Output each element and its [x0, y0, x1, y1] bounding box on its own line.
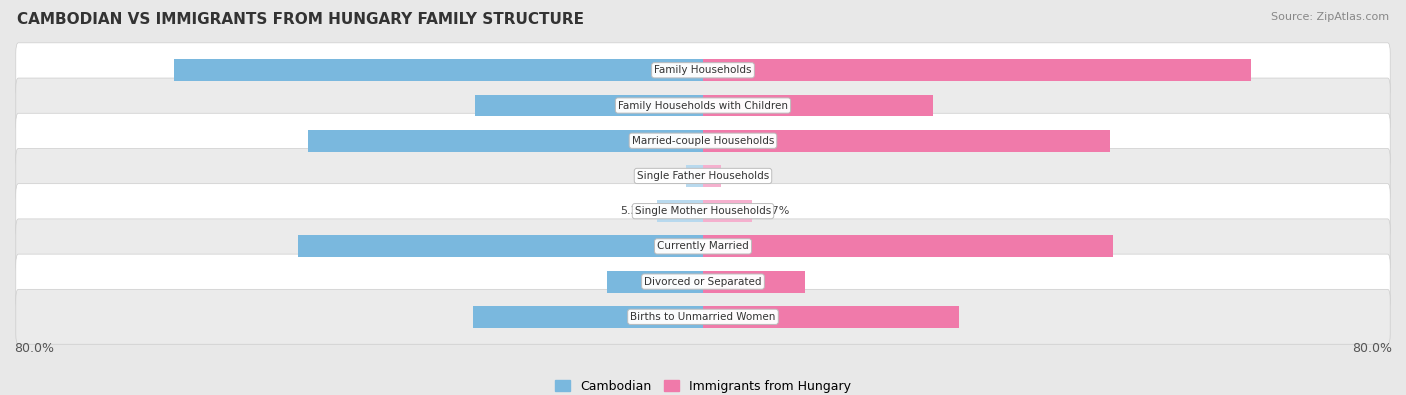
Text: 45.9%: 45.9% — [690, 136, 728, 146]
FancyBboxPatch shape — [15, 78, 1391, 133]
Text: Married-couple Households: Married-couple Households — [631, 136, 775, 146]
Text: Currently Married: Currently Married — [657, 241, 749, 251]
Bar — [658, 200, 703, 222]
Bar — [475, 94, 703, 117]
Bar — [174, 59, 703, 81]
Bar — [703, 235, 1114, 257]
Text: Divorced or Separated: Divorced or Separated — [644, 276, 762, 287]
Legend: Cambodian, Immigrants from Hungary: Cambodian, Immigrants from Hungary — [550, 375, 856, 395]
Text: 29.7%: 29.7% — [678, 312, 716, 322]
Text: 47.3%: 47.3% — [678, 136, 716, 146]
Bar — [703, 306, 959, 328]
Text: 5.7%: 5.7% — [761, 206, 789, 216]
FancyBboxPatch shape — [15, 43, 1391, 98]
Text: 47.0%: 47.0% — [690, 241, 728, 251]
Bar — [472, 306, 703, 328]
Text: 2.0%: 2.0% — [648, 171, 678, 181]
Bar — [298, 235, 703, 257]
Bar — [703, 165, 721, 187]
Text: 11.1%: 11.1% — [690, 276, 728, 287]
FancyBboxPatch shape — [15, 184, 1391, 239]
FancyBboxPatch shape — [15, 290, 1391, 344]
Bar — [703, 271, 806, 293]
Text: Family Households with Children: Family Households with Children — [619, 100, 787, 111]
Bar — [686, 165, 703, 187]
Bar — [703, 130, 1111, 152]
FancyBboxPatch shape — [15, 113, 1391, 168]
Text: 26.5%: 26.5% — [690, 100, 728, 111]
Text: 2.1%: 2.1% — [730, 171, 758, 181]
Text: CAMBODIAN VS IMMIGRANTS FROM HUNGARY FAMILY STRUCTURE: CAMBODIAN VS IMMIGRANTS FROM HUNGARY FAM… — [17, 12, 583, 27]
Text: 80.0%: 80.0% — [1353, 342, 1392, 355]
Bar — [703, 94, 934, 117]
Text: 26.7%: 26.7% — [690, 312, 728, 322]
Text: 11.9%: 11.9% — [678, 276, 716, 287]
Text: 5.3%: 5.3% — [620, 206, 648, 216]
Text: Births to Unmarried Women: Births to Unmarried Women — [630, 312, 776, 322]
FancyBboxPatch shape — [15, 149, 1391, 203]
Bar — [703, 200, 752, 222]
Text: 63.6%: 63.6% — [678, 65, 716, 75]
Text: Single Father Households: Single Father Households — [637, 171, 769, 181]
Bar — [308, 130, 703, 152]
Text: 47.6%: 47.6% — [678, 241, 716, 251]
Text: Single Mother Households: Single Mother Households — [636, 206, 770, 216]
Text: 80.0%: 80.0% — [14, 342, 53, 355]
Text: 61.4%: 61.4% — [690, 65, 728, 75]
Text: 26.7%: 26.7% — [678, 100, 716, 111]
Bar — [703, 59, 1251, 81]
Text: Source: ZipAtlas.com: Source: ZipAtlas.com — [1271, 12, 1389, 22]
Text: Family Households: Family Households — [654, 65, 752, 75]
FancyBboxPatch shape — [15, 254, 1391, 309]
Bar — [607, 271, 703, 293]
FancyBboxPatch shape — [15, 219, 1391, 274]
